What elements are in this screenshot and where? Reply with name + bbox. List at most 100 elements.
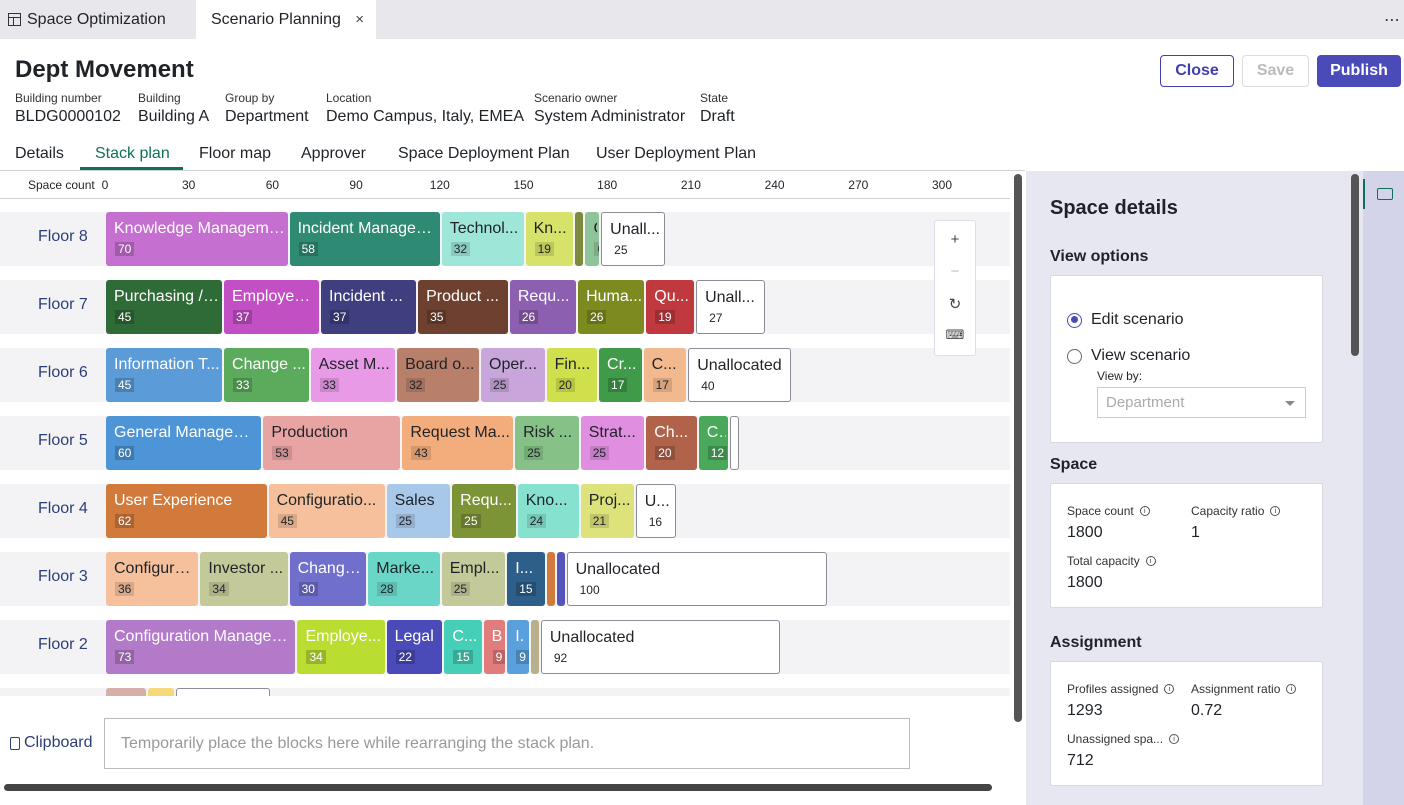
department-block[interactable]: Cr... 17 [599, 348, 642, 402]
view-by-select[interactable]: Department [1097, 387, 1306, 418]
department-block[interactable]: Risk ... 25 [515, 416, 579, 470]
block-count: 32 [406, 378, 426, 392]
info-icon[interactable]: i [1169, 734, 1180, 744]
department-block[interactable]: Information T... 45 [106, 348, 223, 402]
clipboard-dropzone[interactable]: Temporarily place the blocks here while … [104, 718, 910, 769]
department-block[interactable]: Purchasing / ... 45 [106, 280, 223, 334]
block-count: 20 [655, 446, 675, 460]
department-block[interactable]: Huma... 26 [578, 280, 645, 334]
department-block[interactable]: Change ... 33 [224, 348, 309, 402]
department-block[interactable]: Configuration Managem... 73 [106, 620, 296, 674]
department-block[interactable]: I... 15 [507, 552, 545, 606]
meta-label: State [700, 91, 729, 105]
department-block[interactable]: Technol... 32 [441, 212, 524, 266]
department-block[interactable]: Requ... 25 [452, 484, 516, 538]
department-block[interactable]: Kno... 24 [517, 484, 579, 538]
zoom-in-icon[interactable]: + [950, 231, 960, 248]
department-block[interactable]: Sales 25 [386, 484, 451, 538]
unallocated-block[interactable]: Unallocated 40 [688, 348, 792, 402]
unallocated-block[interactable]: U... 16 [635, 484, 676, 538]
department-block[interactable]: Configura... 36 [106, 552, 199, 606]
department-block[interactable]: Investor ... 34 [200, 552, 288, 606]
department-block[interactable]: Fin... 20 [546, 348, 598, 402]
unallocated-block[interactable]: Unallocated 92 [540, 620, 781, 674]
edit-scenario-radio[interactable]: Edit scenario [1067, 311, 1184, 329]
radio-selected-icon [1067, 312, 1082, 328]
tab-approver[interactable]: Approver [301, 145, 366, 162]
department-block[interactable]: User Experience 62 [106, 484, 267, 538]
unallocated-block[interactable]: Unallocated 100 [566, 552, 827, 606]
publish-button[interactable]: Publish [1317, 55, 1401, 87]
tab-space-optimization[interactable]: Space Optimization [8, 0, 166, 39]
department-block[interactable]: Board o... 32 [397, 348, 480, 402]
panel-scrollbar[interactable] [1351, 174, 1359, 356]
info-icon[interactable]: i [1145, 556, 1156, 566]
reset-icon[interactable]: ↻ [948, 296, 962, 313]
tab-stack-plan[interactable]: Stack plan [95, 145, 170, 162]
view-scenario-radio[interactable]: View scenario [1067, 347, 1190, 365]
department-block[interactable]: Oper... 25 [481, 348, 545, 402]
unallocated-block[interactable]: Unall... 25 [601, 212, 665, 266]
tab-user-deployment-plan[interactable]: User Deployment Plan [596, 145, 757, 162]
department-block[interactable]: Incident ... 37 [321, 280, 417, 334]
info-icon[interactable]: i [1164, 684, 1175, 694]
department-block[interactable]: L1 [556, 552, 565, 606]
department-block[interactable]: General Manageme... 60 [106, 416, 262, 470]
department-block[interactable]: Configuratio... 45 [268, 484, 385, 538]
keyboard-icon[interactable]: ⌨ [945, 327, 965, 342]
block-label: Qu... [654, 288, 689, 305]
tab-floor-map[interactable]: Floor map [199, 145, 272, 162]
close-button[interactable]: Close [1160, 55, 1234, 87]
department-block[interactable]: C... 12 [698, 416, 729, 470]
tab-details[interactable]: Details [15, 145, 64, 162]
block-label: Requ... [517, 288, 570, 305]
department-block[interactable]: I. 9 [507, 620, 529, 674]
department-block[interactable]: C... 6 [585, 212, 600, 266]
info-icon[interactable]: i [1270, 506, 1281, 516]
department-block[interactable]: U1 [546, 552, 555, 606]
department-block[interactable]: R1 [575, 212, 584, 266]
block-count: 9 [516, 650, 529, 664]
meta-value: BLDG0000102 [15, 108, 121, 125]
department-block[interactable]: E3 [530, 620, 539, 674]
vertical-scrollbar[interactable] [1014, 174, 1022, 722]
more-options-icon[interactable]: ⋯ [1384, 12, 1400, 29]
info-icon[interactable]: i [1286, 684, 1297, 694]
unallocated-block[interactable]: Unall... 27 [696, 280, 765, 334]
department-block[interactable]: Employe... 34 [297, 620, 385, 674]
department-block[interactable]: Incident Managem... 58 [289, 212, 440, 266]
department-block[interactable]: Employee ... 37 [224, 280, 320, 334]
department-block[interactable]: Marke... 28 [368, 552, 440, 606]
department-block[interactable]: C... 17 [643, 348, 687, 402]
department-block[interactable]: Proj... 21 [580, 484, 634, 538]
department-block[interactable]: C... 15 [444, 620, 482, 674]
department-block[interactable]: Product ... 35 [418, 280, 508, 334]
department-block[interactable]: Empl... 25 [441, 552, 506, 606]
department-block[interactable]: Requ... 26 [509, 280, 577, 334]
axis-tick-label: 120 [429, 178, 450, 192]
space-details-toggle[interactable] [1363, 179, 1404, 209]
department-block[interactable]: Legal 22 [386, 620, 443, 674]
floor-label: Floor 2 [38, 636, 88, 653]
department-block[interactable]: Request Ma... 43 [402, 416, 514, 470]
department-block[interactable]: Knowledge Manageme... 70 [106, 212, 288, 266]
tab-scenario-planning[interactable]: Scenario Planning × [196, 0, 376, 39]
zoom-out-icon[interactable]: − [950, 263, 960, 280]
department-block[interactable]: Ch... 20 [646, 416, 697, 470]
department-block[interactable]: Strat... 25 [580, 416, 645, 470]
unallocated-block[interactable]: U4 [730, 416, 739, 470]
block-count: 25 [490, 378, 510, 392]
save-button[interactable]: Save [1242, 55, 1309, 87]
department-block[interactable]: Production 53 [263, 416, 401, 470]
department-block[interactable]: Asset M... 33 [310, 348, 396, 402]
info-icon[interactable]: i [1139, 506, 1150, 516]
department-block[interactable]: Kn... 19 [525, 212, 574, 266]
department-block[interactable]: Change... 30 [289, 552, 367, 606]
horizontal-scrollbar[interactable] [4, 784, 992, 791]
tab-space-deployment-plan[interactable]: Space Deployment Plan [398, 145, 570, 162]
meta-label: Group by [225, 91, 275, 105]
block-count: 92 [553, 651, 568, 665]
close-tab-icon[interactable]: × [355, 11, 364, 28]
department-block[interactable]: Qu... 19 [646, 280, 695, 334]
